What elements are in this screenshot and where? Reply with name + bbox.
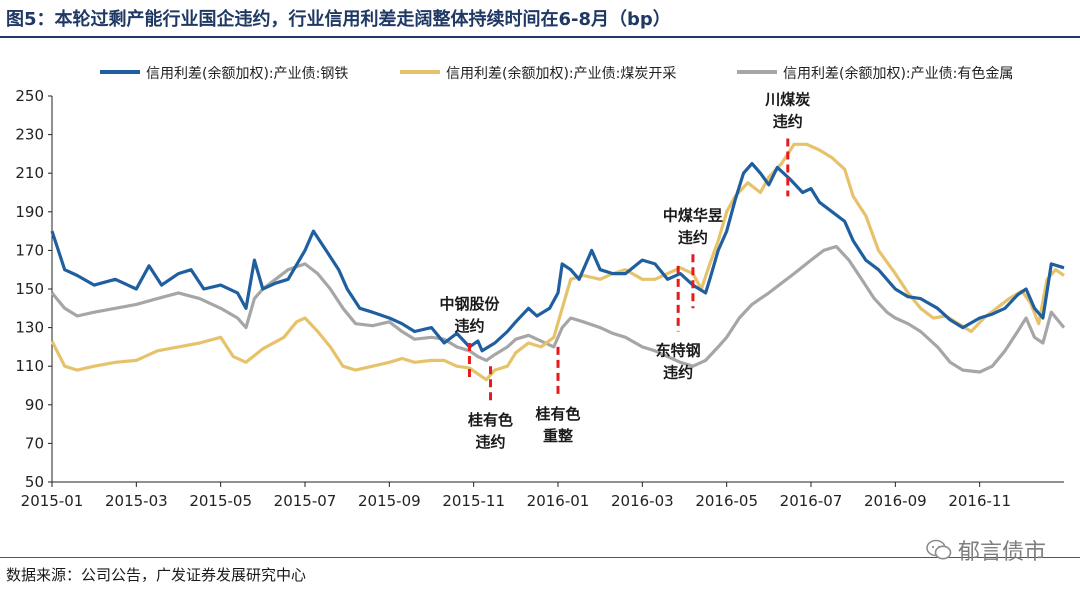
x-tick-label: 2016-03: [611, 492, 674, 510]
x-tick-label: 2016-09: [864, 492, 927, 510]
x-tick-label: 2015-09: [358, 492, 421, 510]
x-tick-label: 2016-05: [695, 492, 758, 510]
x-axis: 2015-01 2015-03 2015-05 2015-07 2015-09 2015-…: [21, 481, 1064, 510]
event-marker-label: 桂有色: [534, 405, 580, 423]
y-tick-label: 130: [15, 319, 44, 337]
x-tick-label: 2015-07: [274, 492, 337, 510]
y-tick-label: 110: [15, 357, 44, 375]
series-line-2: [50, 244, 1066, 374]
legend-label-0: 信用利差(余额加权):产业债:钢铁: [146, 65, 348, 82]
y-tick-label: 50: [25, 473, 44, 491]
y-tick-label: 70: [25, 434, 44, 452]
event-marker-label: 中钢股份: [439, 295, 500, 313]
wechat-icon: [926, 539, 952, 560]
x-tick-label: 2016-11: [948, 492, 1011, 510]
credit-spread-line-chart: 信用利差(余额加权):产业债:钢铁 信用利差(余额加权):产业债:煤炭开采 信用利差…: [15, 65, 1066, 510]
x-tick-label: 2015-11: [442, 492, 505, 510]
event-marker-label: 东特钢: [656, 341, 701, 359]
x-tick-label: 2015-03: [105, 492, 168, 510]
event-marker-label: 违约: [476, 433, 506, 451]
event-marker-label: 重整: [543, 427, 573, 445]
y-tick-label: 250: [15, 87, 44, 105]
event-marker-label: 违约: [454, 317, 484, 335]
title-divider: [0, 36, 1080, 38]
watermark-text: 郁言债市: [957, 540, 1046, 565]
event-marker-label: 川煤炭: [764, 90, 810, 108]
series-line-1: [50, 142, 1065, 382]
event-marker-label: 违约: [678, 228, 708, 246]
legend-label-2: 信用利差(余额加权):产业债:有色金属: [783, 65, 1013, 82]
x-tick-label: 2015-05: [189, 492, 252, 510]
event-marker-label: 违约: [773, 112, 803, 130]
series-line-0: [50, 162, 1065, 353]
y-tick-label: 150: [15, 280, 44, 298]
y-tick-label: 170: [15, 241, 44, 259]
y-tick-label: 230: [15, 126, 44, 144]
x-tick-label: 2015-01: [21, 492, 84, 510]
y-tick-label: 190: [15, 203, 44, 221]
x-tick-label: 2016-07: [780, 492, 843, 510]
legend-label-1: 信用利差(余额加权):产业债:煤炭开采: [446, 65, 676, 82]
source-divider: [0, 557, 1080, 558]
event-marker-label: 中煤华昱: [663, 206, 723, 224]
data-source-note: 数据来源：公司公告，广发证券发展研究中心: [6, 566, 307, 584]
figure-title: 图5：本轮过剩产能行业国企违约，行业信用利差走阔整体持续时间在6-8月（bp）: [6, 9, 671, 30]
y-tick-label: 90: [25, 396, 44, 414]
watermark: 郁言债市: [926, 534, 1046, 566]
x-tick-label: 2016-01: [527, 492, 590, 510]
event-marker-label: 违约: [663, 363, 693, 381]
y-tick-label: 210: [15, 164, 44, 182]
y-axis: 50 70 90 110 130 150 170 190 210 230 250: [15, 87, 53, 491]
series-layer: [50, 142, 1066, 382]
chart-legend: 信用利差(余额加权):产业债:钢铁 信用利差(余额加权):产业债:煤炭开采 信用利差…: [100, 65, 1013, 82]
event-marker-label: 桂有色: [467, 411, 513, 429]
